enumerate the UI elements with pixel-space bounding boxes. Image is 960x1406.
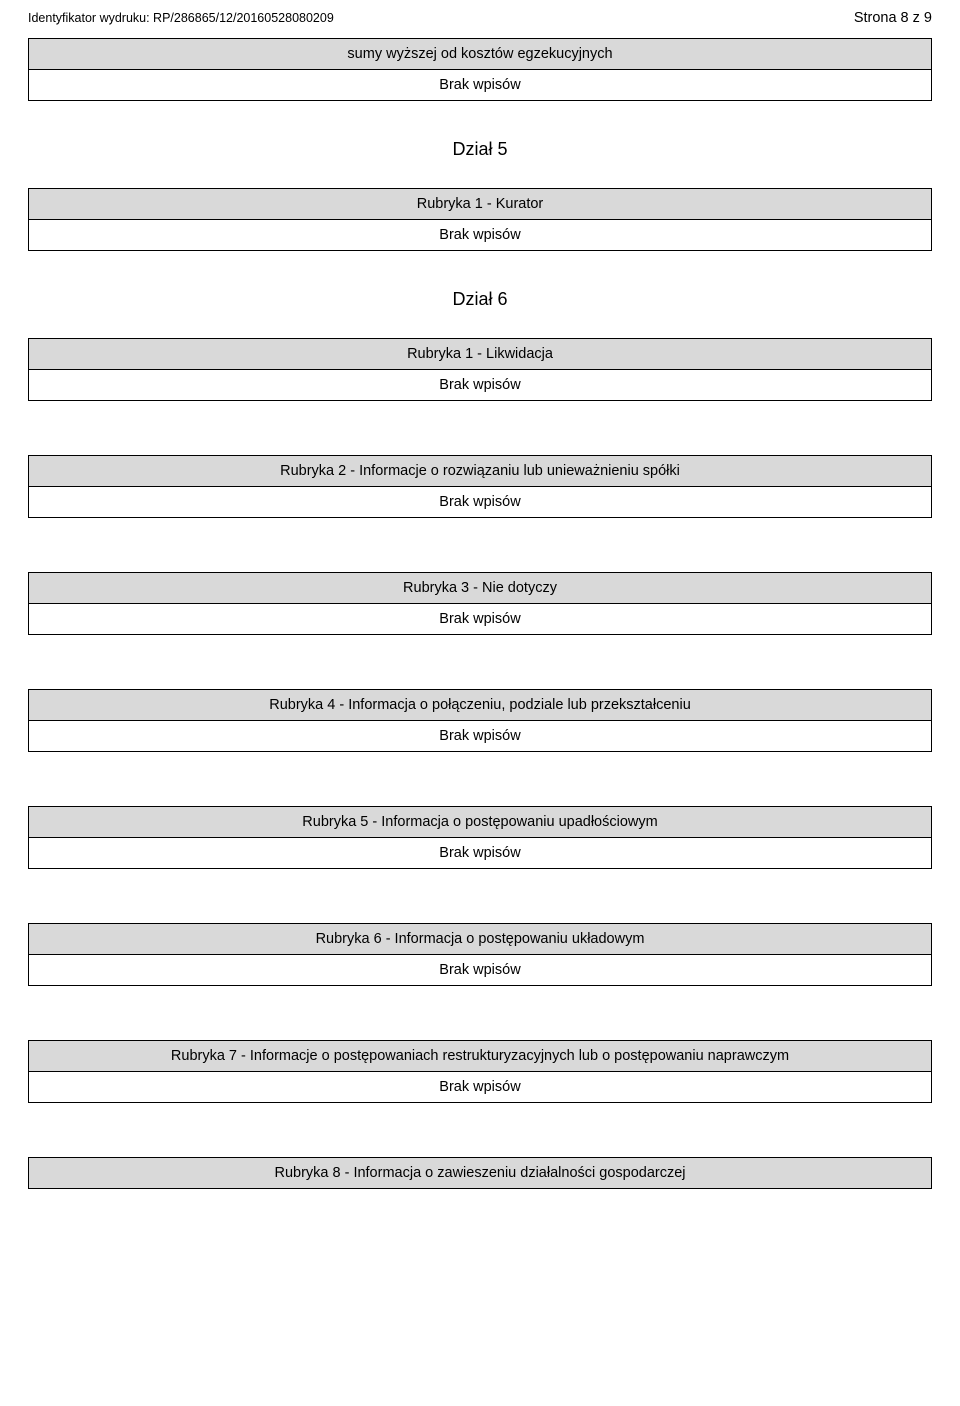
rubryka-header: sumy wyższej od kosztów egzekucyjnych [29, 39, 932, 70]
rubryka-header: Rubryka 3 - Nie dotyczy [29, 573, 932, 604]
rubryka-header: Rubryka 7 - Informacje o postępowaniach … [29, 1041, 932, 1072]
rubryka-block: Rubryka 4 - Informacja o połączeniu, pod… [28, 689, 932, 752]
rubryka-block: Rubryka 3 - Nie dotyczy Brak wpisów [28, 572, 932, 635]
rubryka-header: Rubryka 6 - Informacja o postępowaniu uk… [29, 924, 932, 955]
spacer [28, 869, 932, 923]
section-title-dzial6: Dział 6 [28, 289, 932, 310]
rubryka-body: Brak wpisów [29, 70, 932, 101]
rubryka-block: Rubryka 7 - Informacje o postępowaniach … [28, 1040, 932, 1103]
rubryka-body: Brak wpisów [29, 721, 932, 752]
rubryka-block-trailing: Rubryka 8 - Informacja o zawieszeniu dzi… [28, 1157, 932, 1189]
rubryka-header: Rubryka 2 - Informacje o rozwiązaniu lub… [29, 456, 932, 487]
rubryka-block: Rubryka 2 - Informacje o rozwiązaniu lub… [28, 455, 932, 518]
rubryka-body: Brak wpisów [29, 370, 932, 401]
rubryka-body: Brak wpisów [29, 838, 932, 869]
rubryka-block: Rubryka 6 - Informacja o postępowaniu uk… [28, 923, 932, 986]
rubryka-header: Rubryka 5 - Informacja o postępowaniu up… [29, 807, 932, 838]
spacer [28, 986, 932, 1040]
rubryka-body: Brak wpisów [29, 1072, 932, 1103]
spacer [28, 26, 932, 38]
rubryka-body: Brak wpisów [29, 604, 932, 635]
rubryka-header: Rubryka 1 - Likwidacja [29, 339, 932, 370]
rubryka-header: Rubryka 4 - Informacja o połączeniu, pod… [29, 690, 932, 721]
rubryka-block: Rubryka 1 - Likwidacja Brak wpisów [28, 338, 932, 401]
rubryka-header: Rubryka 1 - Kurator [29, 189, 932, 220]
spacer [28, 752, 932, 806]
spacer [28, 1103, 932, 1157]
rubryka-body: Brak wpisów [29, 220, 932, 251]
rubryka-body: Brak wpisów [29, 487, 932, 518]
spacer [28, 401, 932, 455]
rubryka-header: Rubryka 8 - Informacja o zawieszeniu dzi… [29, 1158, 932, 1189]
print-id-label: Identyfikator wydruku: RP/286865/12/2016… [28, 11, 334, 25]
rubryka-block: Rubryka 5 - Informacja o postępowaniu up… [28, 806, 932, 869]
section-title-dzial5: Dział 5 [28, 139, 932, 160]
rubryka-body: Brak wpisów [29, 955, 932, 986]
rubryka-block: sumy wyższej od kosztów egzekucyjnych Br… [28, 38, 932, 101]
spacer [28, 635, 932, 689]
spacer [28, 518, 932, 572]
page-number-label: Strona 8 z 9 [854, 10, 932, 26]
top-bar: Identyfikator wydruku: RP/286865/12/2016… [28, 10, 932, 26]
page-root: Identyfikator wydruku: RP/286865/12/2016… [0, 0, 960, 1406]
rubryka-block: Rubryka 1 - Kurator Brak wpisów [28, 188, 932, 251]
